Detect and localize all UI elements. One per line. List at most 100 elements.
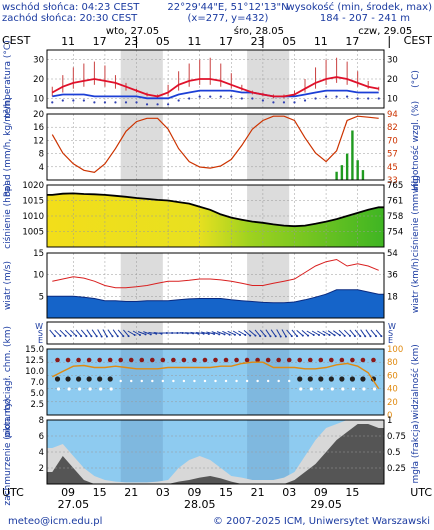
hour-label: 17 [219, 35, 233, 48]
precipitation-bar [361, 170, 365, 180]
dew-point-dot [61, 99, 64, 102]
compass-label: E [388, 336, 393, 345]
wind-direction-arrowhead [116, 335, 119, 338]
high-cloud-marker [234, 357, 239, 363]
top-timezone-left: CEST [2, 34, 31, 47]
y-axis-label: temperatura (°C) [3, 40, 13, 117]
dew-point-line [52, 89, 379, 100]
low-cloud-marker [130, 379, 133, 383]
low-cloud-marker [299, 387, 303, 391]
low-cloud-area [47, 424, 384, 484]
y-tick-label: 6 [39, 432, 44, 442]
wind-direction-arrowhead [249, 334, 252, 337]
high-cloud-marker [297, 357, 303, 363]
wind-direction-arrowhead [213, 333, 216, 336]
coordinates-text: 22°29'44"E, 51°12'13"N [167, 2, 288, 13]
y-tick-label: 4 [39, 163, 44, 173]
y-axis-label: wiatr (m/s) [3, 261, 13, 310]
hour-label: 21 [124, 486, 138, 499]
high-cloud-marker [76, 357, 81, 363]
high-cloud-marker [202, 357, 208, 363]
wind-direction-arrow [270, 329, 277, 337]
y-axis-label: wilgotność wzgl. (%) [410, 101, 421, 193]
y-tick-label: 0.25 [387, 464, 406, 474]
wind-direction-arrowhead [264, 335, 267, 338]
day-label: 29.05 [310, 498, 342, 511]
wind-direction-arrowhead [375, 335, 378, 338]
wind-direction-arrow [49, 329, 56, 337]
mid-cloud-marker [318, 376, 324, 382]
wind-direction-arrow [80, 329, 87, 337]
low-cloud-marker [288, 379, 291, 383]
compass-label: W [388, 322, 396, 331]
wind-direction-arrow [102, 329, 108, 337]
dew-point-dot [335, 95, 338, 98]
y-tick-label: 15 [33, 249, 44, 259]
low-cloud-marker [214, 379, 217, 383]
wind-direction-arrow [286, 329, 293, 337]
wind-direction-arrowhead [85, 335, 88, 338]
compass-label: S [388, 329, 393, 338]
low-cloud-marker [235, 379, 238, 383]
wind-direction-arrow [59, 329, 66, 337]
wind-direction-arrowhead [233, 333, 236, 336]
wind-direction-arrowhead [318, 334, 321, 336]
wind-direction-arrowhead [338, 334, 341, 337]
high-cloud-marker [307, 357, 313, 363]
wind-direction-arrowhead [95, 335, 98, 338]
dew-point-dot [198, 95, 201, 98]
y-tick-label: 100 [387, 345, 403, 355]
hour-label: 15 [345, 486, 359, 499]
hour-label: 05 [282, 35, 296, 48]
y-tick-label: 30 [33, 56, 44, 66]
dew-point-dot [272, 101, 275, 104]
high-cloud-marker [318, 357, 324, 363]
low-cloud-marker [277, 379, 280, 383]
y-tick-label: 12 [33, 136, 44, 146]
y-tick-label: 60 [387, 371, 398, 381]
wind-direction-arrowhead [90, 335, 93, 338]
wind-direction-arrow [227, 330, 236, 336]
wind-direction-arrowhead [290, 335, 293, 338]
wind-direction-arrow [259, 329, 266, 337]
y-tick-label: 15.0 [25, 345, 44, 355]
mid-cloud-marker [339, 376, 345, 382]
wind-direction-arrowhead [259, 335, 262, 338]
y-tick-label: 40 [387, 385, 398, 395]
hour-label: 03 [156, 486, 170, 499]
wind-direction-arrowhead [149, 333, 152, 336]
y-axis-label: zachmurzenie (oktanty) [3, 398, 13, 505]
wind-direction-arrowhead [333, 334, 336, 337]
mid-cloud-marker [75, 376, 82, 382]
precipitation-bar [340, 165, 344, 180]
low-cloud-marker [140, 379, 143, 383]
dew-point-dot [324, 95, 328, 98]
high-cloud-marker [350, 357, 355, 363]
wind-direction-arrowhead [64, 334, 67, 337]
hour-label: 23 [251, 35, 265, 48]
dew-point-dot [114, 101, 117, 104]
y-tick-label: 1005 [22, 228, 44, 238]
dew-point-dot [261, 99, 264, 102]
wind-direction-arrow [75, 329, 82, 337]
contact-email[interactable]: meteo@icm.edu.pl [8, 516, 102, 527]
compass-label: W [35, 322, 43, 331]
dew-point-dot [377, 97, 380, 100]
wind-direction-arrow [216, 331, 225, 335]
day-label: wto, 27.05 [106, 26, 159, 37]
hour-label: 15 [93, 486, 107, 499]
bottom-timezone-left: UTC [2, 486, 24, 499]
wind-direction-arrow [311, 330, 320, 336]
panel-border [46, 348, 385, 416]
precipitation-humidity-panel: 4 8 12 16 20 45 57 70 82 94 33 opad (mm/h, kg/m²/h)… [3, 97, 421, 196]
low-cloud-marker [256, 379, 259, 383]
day-label: 28.05 [184, 498, 216, 511]
cloud-cover-panel: 2 4 6 8 0.25 0.5 0.75 1 zachmurzenie (oktanty) mg… [3, 398, 421, 505]
mid-cloud-marker [97, 376, 103, 382]
wind-direction-arrow [70, 329, 77, 337]
wind-direction-arrowhead [53, 335, 56, 338]
wind-direction-arrow [243, 330, 251, 336]
precipitation-bar [351, 130, 354, 180]
y-tick-label: 761 [387, 197, 403, 207]
